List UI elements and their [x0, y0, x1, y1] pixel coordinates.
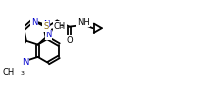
Text: NH: NH	[77, 18, 90, 27]
Text: N: N	[22, 58, 28, 67]
Text: CH: CH	[3, 68, 15, 77]
Text: O: O	[66, 36, 73, 45]
Text: N: N	[43, 20, 50, 29]
Text: CH: CH	[54, 22, 66, 31]
Text: 3: 3	[21, 70, 25, 75]
Text: 3: 3	[59, 24, 63, 29]
Text: N: N	[31, 18, 37, 27]
Text: N: N	[45, 30, 51, 39]
Text: S: S	[43, 22, 48, 31]
